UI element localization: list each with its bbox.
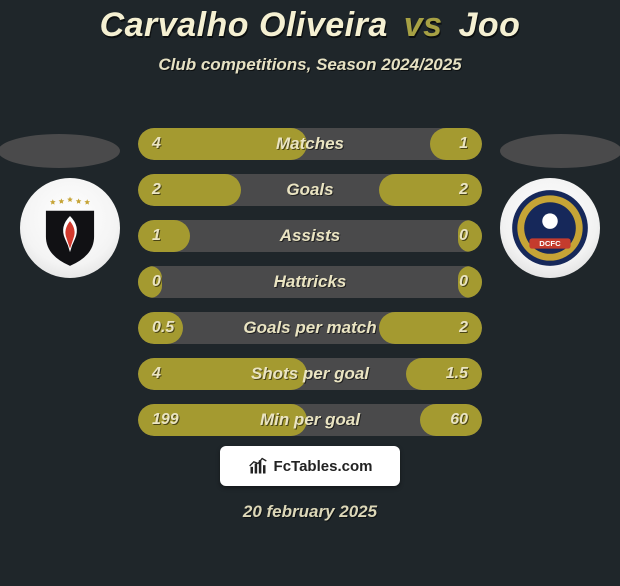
stat-row: 41.5Shots per goal bbox=[138, 358, 482, 390]
stat-value-right: 1 bbox=[459, 128, 468, 160]
right-shadow-ellipse bbox=[500, 134, 620, 168]
bar-right bbox=[430, 128, 482, 160]
comparison-title: Carvalho Oliveira vs Joo bbox=[0, 6, 620, 45]
bar-left bbox=[138, 220, 190, 252]
stat-value-right: 0 bbox=[459, 266, 468, 298]
bar-left bbox=[138, 358, 307, 390]
left-shadow-ellipse bbox=[0, 134, 120, 168]
bar-left bbox=[138, 128, 307, 160]
footer-date: 20 february 2025 bbox=[0, 502, 620, 522]
svg-text:DCFC: DCFC bbox=[539, 239, 561, 248]
stats-container: 41Matches22Goals10Assists00Hattricks0.52… bbox=[138, 128, 482, 450]
stat-value-left: 4 bbox=[152, 128, 161, 160]
dcfc-logo: DCFC bbox=[507, 185, 593, 271]
player2-name: Joo bbox=[458, 6, 520, 44]
team-badge-left bbox=[20, 178, 120, 278]
stat-row: 41Matches bbox=[138, 128, 482, 160]
stat-value-right: 0 bbox=[459, 220, 468, 252]
stat-label: Assists bbox=[138, 220, 482, 252]
stat-row: 22Goals bbox=[138, 174, 482, 206]
chart-icon bbox=[248, 456, 268, 476]
stat-row: 0 0Hattricks bbox=[138, 266, 482, 298]
stat-value-left: 199 bbox=[152, 404, 179, 436]
subtitle: Club competitions, Season 2024/2025 bbox=[0, 55, 620, 75]
vs-text: vs bbox=[404, 6, 443, 44]
stat-value-left: 2 bbox=[152, 174, 161, 206]
bar-right bbox=[406, 358, 482, 390]
stat-row: 1 0Assists bbox=[138, 220, 482, 252]
stat-value-left: 0.5 bbox=[152, 312, 174, 344]
stat-label: Hattricks bbox=[138, 266, 482, 298]
stat-value-left: 0 bbox=[152, 266, 161, 298]
player1-name: Carvalho Oliveira bbox=[100, 6, 388, 44]
stat-value-right: 2 bbox=[459, 174, 468, 206]
pohang-steelers-logo bbox=[27, 185, 113, 271]
stat-value-right: 60 bbox=[450, 404, 468, 436]
stat-row: 19960Min per goal bbox=[138, 404, 482, 436]
brand-badge: FcTables.com bbox=[220, 446, 400, 486]
stat-value-right: 2 bbox=[459, 312, 468, 344]
brand-text: FcTables.com bbox=[274, 458, 373, 475]
stat-row: 0.52Goals per match bbox=[138, 312, 482, 344]
stat-value-left: 4 bbox=[152, 358, 161, 390]
stat-value-left: 1 bbox=[152, 220, 161, 252]
team-badge-right: DCFC bbox=[500, 178, 600, 278]
stat-value-right: 1.5 bbox=[446, 358, 468, 390]
